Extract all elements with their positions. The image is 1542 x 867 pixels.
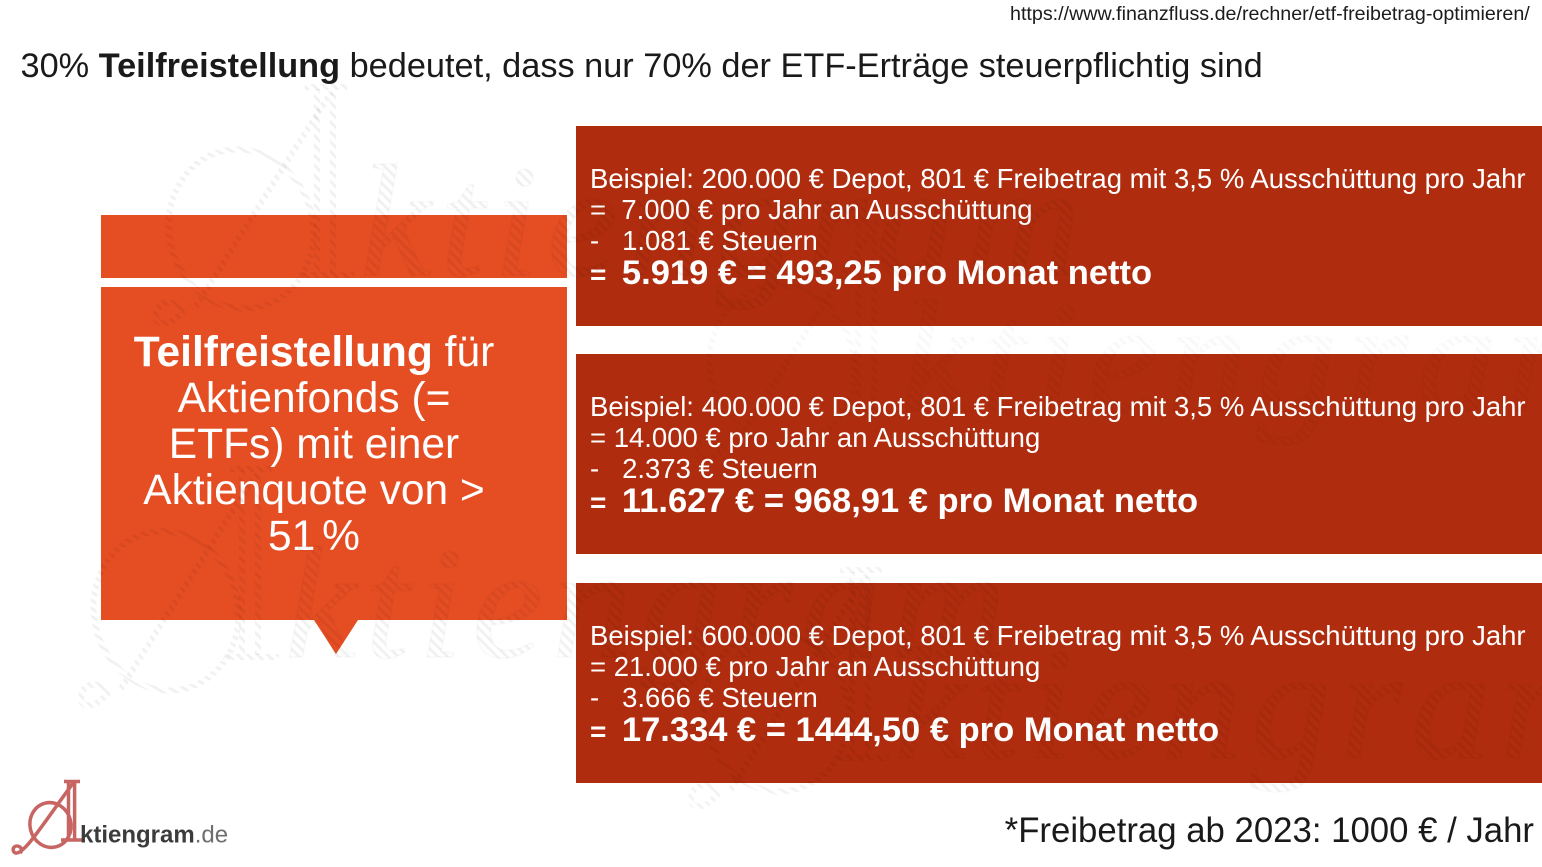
svg-text:ktiengram.de: ktiengram.de xyxy=(80,822,228,849)
